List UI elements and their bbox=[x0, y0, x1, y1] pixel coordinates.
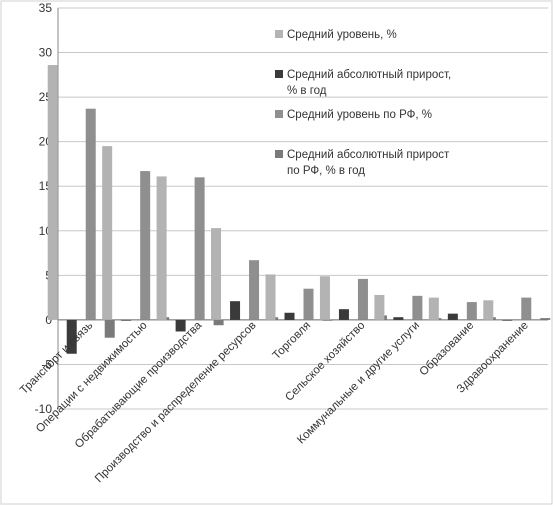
bar bbox=[483, 300, 494, 320]
bar bbox=[540, 318, 551, 320]
legend-label: % в год bbox=[287, 85, 327, 97]
bar bbox=[102, 146, 113, 320]
bar bbox=[374, 294, 385, 320]
legend-label: по РФ, % в год bbox=[287, 165, 365, 177]
bar bbox=[265, 274, 276, 320]
bar bbox=[213, 319, 224, 326]
legend-label: Средний уровень, % bbox=[287, 29, 397, 41]
bar bbox=[85, 108, 96, 320]
bar bbox=[447, 313, 458, 320]
legend-swatch bbox=[275, 30, 283, 38]
legend-swatch bbox=[275, 70, 283, 78]
bar bbox=[428, 297, 439, 320]
bar bbox=[156, 176, 167, 320]
bar bbox=[338, 309, 349, 320]
bar bbox=[121, 319, 132, 321]
y-tick-label: 30 bbox=[39, 46, 53, 60]
bar bbox=[466, 302, 477, 320]
x-category-label: Образование bbox=[418, 320, 477, 379]
bar bbox=[521, 297, 532, 320]
bar bbox=[66, 319, 77, 354]
bar bbox=[284, 312, 295, 320]
x-category-label: Торговля bbox=[271, 320, 313, 362]
legend-swatch bbox=[275, 150, 283, 158]
x-category-label: Операции с недвижимостью bbox=[34, 319, 150, 435]
bar bbox=[412, 295, 423, 320]
legend-label: Средний абсолютный прирост, bbox=[287, 69, 451, 81]
y-tick-label: 35 bbox=[39, 1, 53, 15]
x-category-label: Коммунальные и другие услуги bbox=[295, 320, 422, 447]
bar bbox=[303, 288, 314, 320]
bar bbox=[249, 260, 260, 320]
bar bbox=[104, 319, 115, 338]
bar bbox=[194, 177, 205, 320]
bar bbox=[47, 65, 58, 320]
bar bbox=[393, 317, 404, 320]
legend-label: Средний абсолютный прирост bbox=[287, 149, 450, 161]
legend-swatch bbox=[275, 110, 283, 118]
bar bbox=[175, 319, 186, 332]
bar bbox=[140, 171, 151, 320]
legend-label: Средний уровень по РФ, % bbox=[287, 109, 432, 121]
bar bbox=[230, 301, 241, 320]
bar bbox=[211, 228, 222, 320]
bar bbox=[357, 278, 368, 320]
y-tick-label: -5 bbox=[41, 357, 52, 371]
bar bbox=[502, 319, 513, 321]
bar bbox=[319, 276, 330, 320]
bar bbox=[322, 319, 333, 321]
y-tick-label: -10 bbox=[35, 402, 53, 416]
